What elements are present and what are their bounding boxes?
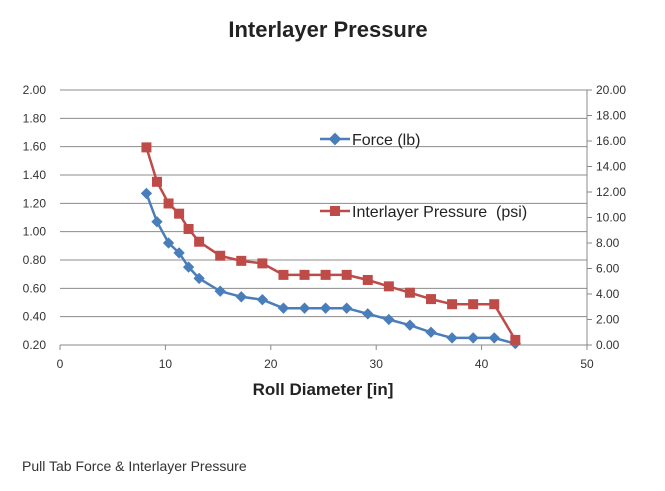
data-point-force — [193, 272, 205, 285]
legend-marker-force — [328, 132, 342, 146]
data-point-force — [425, 326, 437, 338]
x-tick-label: 10 — [159, 357, 173, 371]
data-point-pressure — [215, 250, 226, 261]
data-point-pressure — [299, 269, 310, 280]
data-point-pressure — [489, 299, 500, 310]
y2-tick-label: 2.00 — [596, 313, 620, 327]
legend-item-force: Force (lb) — [320, 132, 420, 149]
data-point-pressure — [404, 287, 415, 298]
data-point-pressure — [320, 269, 331, 280]
data-point-force — [256, 294, 269, 306]
data-point-pressure — [341, 269, 352, 280]
y2-tick-label: 18.00 — [596, 109, 626, 123]
legend-label-pressure: Interlayer Pressure (psi) — [352, 204, 527, 221]
y2-tick-label: 10.00 — [596, 211, 626, 225]
y-tick-label: 0.40 — [23, 310, 47, 324]
y2-tick-label: 6.00 — [596, 262, 620, 276]
y2-tick-label: 20.00 — [596, 83, 626, 97]
y-tick-label: 1.00 — [23, 225, 47, 239]
y-tick-label: 0.80 — [23, 253, 47, 267]
data-point-pressure — [236, 255, 247, 266]
legend: Force (lb) Interlayer Pressure (psi) — [320, 132, 527, 221]
y2-tick-label: 16.00 — [596, 134, 626, 148]
data-point-force — [362, 308, 374, 320]
data-point-pressure — [257, 258, 268, 269]
y2-tick-label: 4.00 — [596, 287, 620, 301]
data-point-force — [488, 332, 500, 344]
data-point-pressure — [383, 281, 394, 292]
data-point-force — [383, 313, 395, 326]
data-point-force — [162, 237, 175, 249]
data-point-pressure — [174, 208, 185, 219]
y-tick-label: 2.00 — [23, 83, 47, 97]
data-point-force — [277, 302, 290, 314]
data-point-pressure — [183, 223, 194, 234]
data-point-pressure — [447, 299, 458, 310]
data-point-pressure — [151, 176, 162, 187]
data-point-force — [319, 302, 332, 314]
data-point-force — [151, 216, 163, 228]
y-tick-label: 1.40 — [23, 168, 47, 182]
data-point-pressure — [426, 294, 437, 305]
data-point-force — [298, 302, 311, 314]
x-tick-label: 30 — [370, 357, 384, 371]
data-point-pressure — [163, 198, 174, 209]
data-point-force — [341, 302, 353, 314]
tick-labels: 0.20 0.40 0.60 0.80 1.00 1.20 1.40 1.60 1.80 2.00… — [23, 83, 627, 371]
legend-marker-pressure — [330, 206, 340, 216]
data-point-force — [235, 291, 247, 303]
data-point-pressure — [468, 299, 479, 310]
x-tick-label: 0 — [57, 357, 64, 371]
x-tick-label: 20 — [264, 357, 278, 371]
data-point-pressure — [194, 236, 205, 247]
chart: Interlayer Pressure 0.20 0.40 0.60 0.80 1.00… — [23, 17, 627, 399]
y-tick-label: 1.80 — [23, 111, 47, 125]
data-point-pressure — [278, 269, 289, 280]
y2-tick-label: 12.00 — [596, 185, 626, 199]
y-tick-label: 0.60 — [23, 281, 47, 295]
data-point-pressure — [510, 334, 521, 345]
data-point-force — [173, 247, 185, 259]
data-point-force — [404, 319, 416, 331]
y2-tick-label: 14.00 — [596, 160, 626, 174]
data-point-force — [140, 187, 153, 200]
y-tick-label: 0.20 — [23, 338, 47, 352]
legend-item-pressure: Interlayer Pressure (psi) — [320, 204, 527, 221]
y2-tick-label: 8.00 — [596, 236, 620, 250]
figure-caption: Pull Tab Force & Interlayer Pressure — [22, 458, 247, 474]
series-group — [140, 142, 521, 350]
data-point-force — [446, 332, 458, 344]
y-tick-label: 1.20 — [23, 196, 47, 210]
chart-title: Interlayer Pressure — [228, 17, 427, 42]
x-tick-label: 50 — [580, 357, 594, 371]
data-point-force — [214, 285, 226, 297]
x-axis-title: Roll Diameter [in] — [253, 380, 394, 399]
plot-area: 0.20 0.40 0.60 0.80 1.00 1.20 1.40 1.60 1.80 2.00… — [23, 83, 627, 371]
data-point-pressure — [362, 274, 373, 285]
y2-tick-label: 0.00 — [596, 338, 620, 352]
data-point-force — [467, 332, 479, 344]
legend-label-force: Force (lb) — [352, 132, 420, 149]
y-tick-label: 1.60 — [23, 140, 47, 154]
data-point-pressure — [141, 142, 152, 153]
x-tick-label: 40 — [475, 357, 489, 371]
data-point-force — [182, 261, 195, 273]
